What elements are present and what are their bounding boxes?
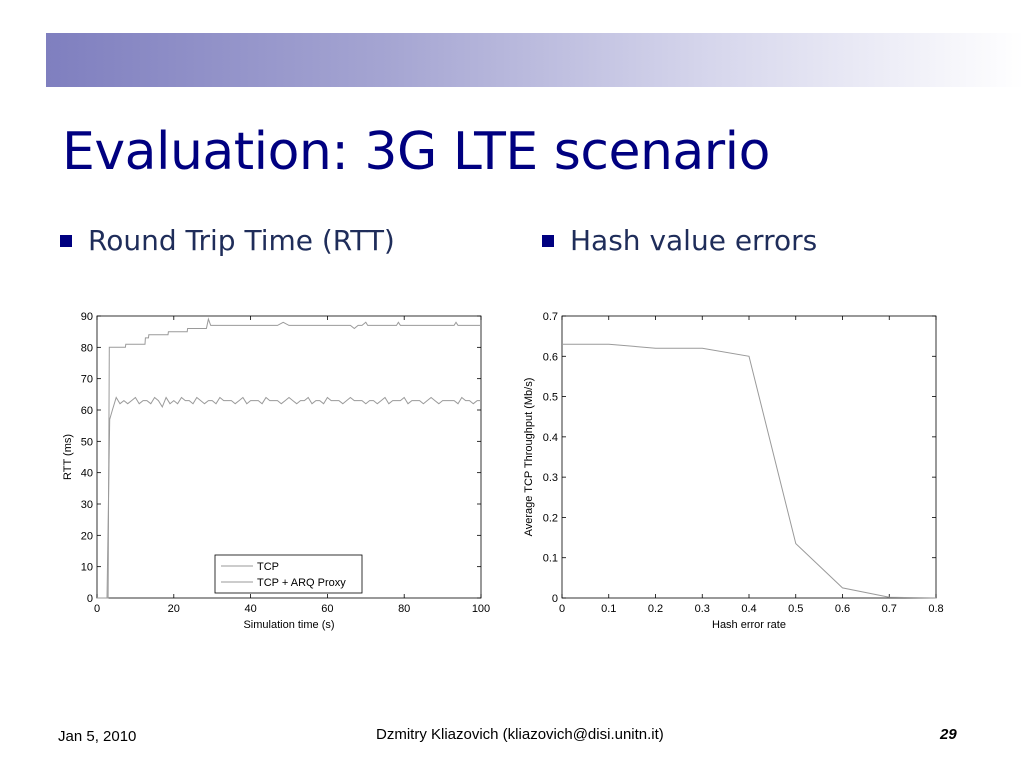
bullet-label: Round Trip Time (RTT) (88, 224, 395, 257)
chart2-x-tick-label: 0.1 (601, 603, 616, 615)
chart1-series-line-2 (97, 396, 481, 599)
chart1-x-tick-label: 80 (398, 603, 410, 615)
slide-title: Evaluation: 3G LTE scenario (62, 122, 770, 182)
chart1-x-tick-label: 20 (168, 603, 180, 615)
chart1-x-tick-label: 60 (321, 603, 333, 615)
chart2-x-tick-label: 0.6 (835, 603, 850, 615)
chart1-y-tick-label: 80 (81, 342, 93, 354)
chart1-y-tick-label: 0 (87, 593, 93, 605)
chart2-plot-frame (561, 315, 937, 599)
chart1-y-tick-label: 40 (81, 468, 93, 480)
chart2-x-tick-label: 0 (559, 603, 565, 615)
chart2-x-tick-label: 0.3 (695, 603, 710, 615)
bullet-marker-icon (60, 234, 72, 247)
chart2-y-tick-label: 0.3 (543, 472, 558, 484)
chart2-x-tick-label: 0.7 (882, 603, 897, 615)
chart1-legend-label: TCP (257, 561, 279, 573)
chart2-x-axis-label: Hash error rate (712, 619, 786, 631)
chart1-legend-box (214, 554, 363, 594)
chart1-plot-frame (96, 315, 482, 599)
chart1-y-tick-label: 10 (81, 562, 93, 574)
chart2-x-tick-label: 0.4 (741, 603, 756, 615)
chart2-y-tick-label: 0.7 (543, 311, 558, 323)
bullet-rtt: Round Trip Time (RTT) (60, 224, 395, 257)
chart2-y-tick-label: 0.4 (543, 432, 558, 444)
chart1-y-tick-label: 60 (81, 405, 93, 417)
chart2-x-tick-label: 0.5 (788, 603, 803, 615)
chart2-y-tick-label: 0.5 (543, 392, 558, 404)
chart2-series-line-1 (562, 343, 937, 599)
chart1-y-tick-label: 90 (81, 311, 93, 323)
chart1-x-tick-label: 100 (472, 603, 490, 615)
chart1-legend-label: TCP + ARQ Proxy (257, 577, 346, 589)
page-number: 29 (940, 726, 957, 743)
footer-author: Dzmitry Kliazovich (kliazovich@disi.unit… (376, 726, 664, 743)
chart1-x-tick-label: 0 (94, 603, 100, 615)
bullet-hash-errors: Hash value errors (542, 224, 817, 257)
chart1-series-line-1 (97, 317, 481, 599)
chart1-x-tick-label: 40 (244, 603, 256, 615)
bullet-marker-icon (542, 234, 554, 247)
chart2-x-tick-label: 0.2 (648, 603, 663, 615)
chart2-x-tick-label: 0.8 (928, 603, 943, 615)
chart1-y-tick-label: 20 (81, 530, 93, 542)
chart1-y-axis-label: RTT (ms) (62, 434, 74, 480)
chart2-y-tick-label: 0.2 (543, 512, 558, 524)
chart1-y-tick-label: 50 (81, 436, 93, 448)
title-decoration-band (46, 33, 1024, 87)
chart1-y-tick-label: 70 (81, 374, 93, 386)
chart2-y-tick-label: 0.6 (543, 351, 558, 363)
chart1-y-tick-label: 30 (81, 499, 93, 511)
chart2-y-axis-label: Average TCP Throughput (Mb/s) (523, 378, 535, 537)
footer-date: Jan 5, 2010 (58, 728, 137, 745)
chart2-y-tick-label: 0.1 (543, 553, 558, 565)
chart2-y-tick-label: 0 (552, 593, 558, 605)
bullet-label: Hash value errors (570, 224, 818, 257)
chart1-x-axis-label: Simulation time (s) (243, 619, 334, 631)
